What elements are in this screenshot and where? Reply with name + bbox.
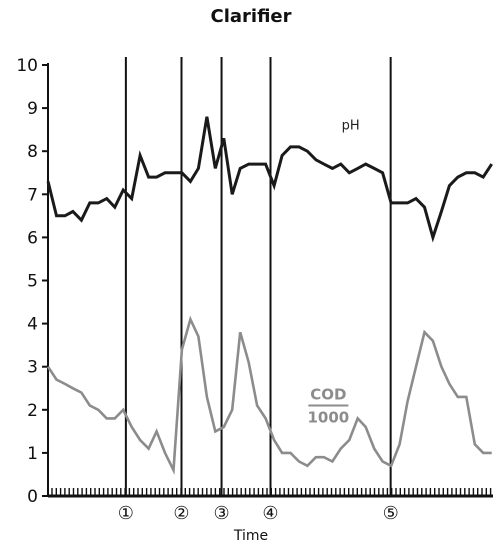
event-marker-label: ③ (213, 503, 229, 524)
y-tick-label: 5 (27, 272, 38, 292)
y-tick-label: 6 (27, 228, 38, 248)
y-tick-label: 10 (16, 56, 38, 76)
y-tick-label: 2 (27, 401, 38, 421)
y-tick-label: 3 (27, 358, 38, 378)
event-marker-label: ① (118, 503, 134, 524)
y-tick-label: 4 (27, 315, 38, 335)
series-label-ph: pH (342, 119, 360, 134)
event-marker-label: ④ (262, 503, 278, 524)
y-tick-label: 8 (27, 142, 38, 162)
x-axis-label: Time (0, 528, 502, 544)
y-tick-label: 7 (27, 185, 38, 205)
series-label-cod-numerator: COD (310, 385, 346, 403)
event-marker-label: ② (173, 503, 189, 524)
event-marker-label: ⑤ (383, 503, 399, 524)
y-tick-label: 0 (27, 487, 38, 507)
y-tick-label: 1 (27, 444, 38, 464)
series-label-cod-denominator: 1000 (307, 408, 349, 426)
chart-title: Clarifier (0, 6, 502, 27)
y-tick-label: 9 (27, 99, 38, 119)
